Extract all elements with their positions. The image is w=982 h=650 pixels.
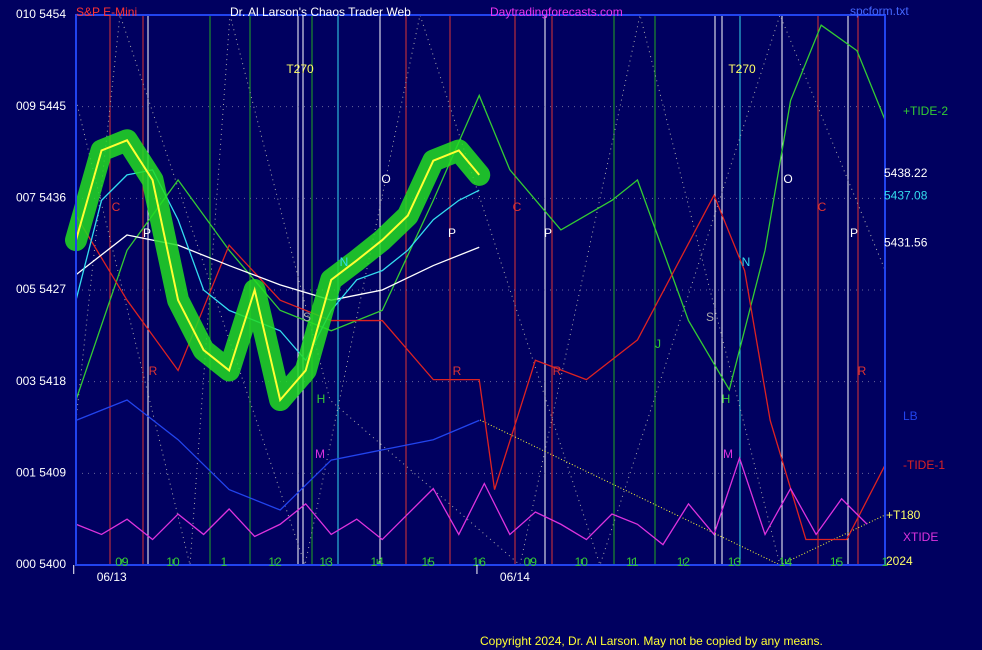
x-tick-label: 12 bbox=[677, 555, 691, 569]
x-tick-label: 13 bbox=[319, 555, 333, 569]
x-tick-label: 12 bbox=[268, 555, 282, 569]
y-tick-label: 003 5418 bbox=[16, 374, 66, 388]
y-tick-label: 010 5454 bbox=[16, 7, 66, 21]
x-tick-label: 1 bbox=[221, 555, 228, 569]
x-tick-label: 09 bbox=[115, 555, 129, 569]
x-tick-label: 15 bbox=[422, 555, 436, 569]
x-tick-label: 15 bbox=[830, 555, 844, 569]
plot-area bbox=[65, 14, 886, 566]
x-tick-label: 1 bbox=[882, 555, 889, 569]
cycle-annotation: N bbox=[340, 255, 349, 269]
cycle-annotation: T270 bbox=[728, 62, 756, 76]
cycle-annotation: P bbox=[143, 226, 151, 240]
extra-label: 2024 bbox=[886, 554, 913, 568]
series-label: XTIDE bbox=[903, 530, 938, 544]
y-tick-label: 001 5409 bbox=[16, 466, 66, 480]
series-label: +TIDE-2 bbox=[903, 104, 948, 118]
cycle-annotation: R bbox=[149, 364, 158, 378]
cycle-annotation: H bbox=[317, 392, 326, 406]
header-site: Daytradingforecasts.com bbox=[490, 5, 623, 19]
series-line bbox=[75, 456, 868, 546]
cycle-annotation: M bbox=[723, 447, 733, 461]
date-label: 06/14 bbox=[500, 570, 530, 584]
date-label: 06/13 bbox=[97, 570, 127, 584]
series-line bbox=[75, 193, 886, 541]
y-tick-label: 007 5436 bbox=[16, 191, 66, 205]
series-label: -TIDE-1 bbox=[903, 458, 945, 472]
x-tick-label: 10 bbox=[166, 555, 180, 569]
series-label: LB bbox=[903, 409, 918, 423]
cycle-annotation: R bbox=[453, 364, 462, 378]
x-tick-label: 13 bbox=[728, 555, 742, 569]
last-value-label: 5437.08 bbox=[884, 189, 928, 203]
plot-frame bbox=[75, 14, 886, 566]
x-tick-label: 11 bbox=[626, 555, 639, 569]
x-tick-label: 10 bbox=[575, 555, 589, 569]
cycle-annotation: C bbox=[513, 200, 522, 214]
cycle-annotation: J bbox=[655, 337, 661, 351]
y-tick-label: 000 5400 bbox=[16, 557, 66, 571]
cycle-annotation: O bbox=[783, 172, 792, 186]
y-tick-label: 005 5427 bbox=[16, 282, 66, 296]
cycle-annotation: T270 bbox=[286, 62, 314, 76]
cycle-annotation: R bbox=[858, 364, 867, 378]
cycle-annotation: H bbox=[722, 392, 731, 406]
cycle-annotation: M bbox=[315, 447, 325, 461]
extra-label: +T180 bbox=[886, 508, 921, 522]
x-tick-label: 09 bbox=[524, 555, 538, 569]
x-tick-label: 16 bbox=[473, 555, 487, 569]
cycle-annotation: P bbox=[448, 226, 456, 240]
y-tick-label: 009 5445 bbox=[16, 99, 66, 113]
symbol: S&P E-Mini bbox=[76, 5, 137, 19]
series-line bbox=[75, 139, 480, 403]
x-tick-label: 14 bbox=[779, 555, 793, 569]
file-name: spcform.txt bbox=[850, 4, 909, 18]
series-line bbox=[75, 24, 886, 401]
last-value-label: 5438.22 bbox=[884, 166, 928, 180]
cycle-annotation: O bbox=[381, 172, 390, 186]
cycle-annotation: S bbox=[706, 310, 714, 324]
cycle-annotation: C bbox=[112, 200, 121, 214]
cycle-annotation: S bbox=[303, 310, 311, 324]
header-title: Dr. Al Larson's Chaos Trader Web bbox=[230, 5, 411, 19]
cycle-annotation: N bbox=[742, 255, 751, 269]
last-value-label: 5431.56 bbox=[884, 236, 928, 250]
cycle-annotation: C bbox=[818, 200, 827, 214]
series-line bbox=[75, 399, 480, 511]
cycle-annotation: R bbox=[553, 364, 562, 378]
x-tick-label: 14 bbox=[370, 555, 384, 569]
cycle-annotation: P bbox=[544, 226, 552, 240]
cycle-annotation: P bbox=[850, 226, 858, 240]
copyright: Copyright 2024, Dr. Al Larson. May not b… bbox=[480, 634, 823, 648]
series-line bbox=[75, 234, 480, 301]
